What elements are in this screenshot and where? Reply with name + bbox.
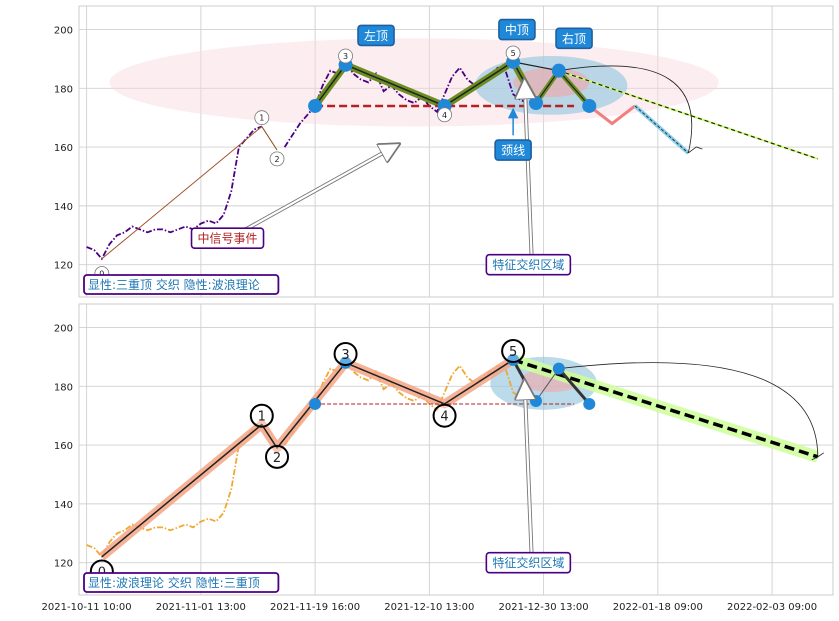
wave-label: 2 <box>273 451 281 466</box>
wave-line <box>261 126 278 151</box>
wave-line <box>101 126 263 260</box>
wave-label: 4 <box>440 410 448 425</box>
wave-label-circle <box>249 403 274 428</box>
projection-arc <box>558 65 693 154</box>
pattern-node <box>529 395 542 407</box>
wave-label: 3 <box>341 348 349 363</box>
wave-label: 1 <box>259 114 264 123</box>
annotation-box <box>494 139 532 161</box>
pattern-line <box>557 367 591 405</box>
price-line <box>86 423 263 559</box>
wave-label: 0 <box>99 269 104 278</box>
wave-label: 3 <box>343 52 348 61</box>
pattern-node <box>551 63 566 78</box>
y-tick-label: 140 <box>54 202 73 213</box>
x-tick-label: 2022-02-03 09:00 <box>727 602 817 613</box>
projection-arc <box>811 452 824 461</box>
annotation-label: 中信号事件 <box>198 231 258 246</box>
caption-text: 显性:三重顶 交织 隐性:波浪理论 <box>88 277 260 292</box>
projection-arc <box>558 362 819 457</box>
annotation-box <box>485 551 572 574</box>
projection-arc <box>688 146 703 154</box>
annotation-label: 中顶 <box>505 22 529 37</box>
y-tick-label: 120 <box>54 261 73 272</box>
forecast-line <box>558 70 818 160</box>
y-tick-label: 140 <box>54 500 73 511</box>
caption-text: 显性:波浪理论 交织 隐性:三重顶 <box>88 575 260 590</box>
pattern-node <box>582 98 597 113</box>
plot-frame <box>78 303 834 596</box>
wave-label-circle <box>437 107 452 123</box>
x-axis: 2021-10-11 10:00 2021-11-01 13:00 2021-11-… <box>42 602 818 613</box>
annotation-box <box>498 18 536 41</box>
annotation-label: 特征交织区域 <box>492 257 564 272</box>
annotation-box <box>190 227 265 250</box>
wave-label: 5 <box>511 49 516 58</box>
x-tick-label: 2021-12-30 13:00 <box>499 602 589 613</box>
annotation-arrow <box>525 380 533 569</box>
annotation-box <box>357 24 395 47</box>
caption-box <box>83 274 280 295</box>
y-tick-label: 160 <box>54 143 73 154</box>
annotation-arrow <box>234 144 399 237</box>
price-line <box>86 125 263 261</box>
pattern-line <box>535 368 560 402</box>
bottom-panel: 120140160180200012345特征交织区域显性:波浪理论 交织 隐性… <box>54 303 834 596</box>
pattern-line <box>513 61 559 72</box>
wave-label-circle <box>338 48 353 64</box>
wave-label-circle <box>505 45 521 61</box>
top-panel: 120 140 160 180 200 0 1 2 3 4 5 左顶 中顶右顶颈线中信号事件特征交织区域… <box>54 5 834 298</box>
pattern-node <box>308 98 323 113</box>
extension-line <box>588 104 636 126</box>
y-tick-label: 200 <box>54 26 73 37</box>
wave-label-circle <box>333 341 358 366</box>
annotation-box <box>485 253 572 276</box>
pattern-node <box>507 353 520 366</box>
annotation-label: 右顶 <box>562 31 586 46</box>
pattern-node <box>339 356 352 369</box>
annotation-label: 特征交织区域 <box>492 555 564 570</box>
pattern-node <box>528 96 543 110</box>
pattern-node <box>309 397 322 410</box>
y-tick-label: 200 <box>54 324 73 335</box>
y-tick-label: 180 <box>54 84 73 95</box>
x-tick-label: 2021-11-01 13:00 <box>156 602 246 613</box>
x-tick-label: 2021-12-10 13:00 <box>384 602 474 613</box>
annotation-label: 左顶 <box>364 28 388 43</box>
y-tick-label: 160 <box>54 441 73 452</box>
x-tick-label: 2022-01-18 09:00 <box>613 602 703 613</box>
wave-label: 2 <box>274 155 279 164</box>
annotation-label: 颈线 <box>501 144 525 158</box>
caption-box <box>83 572 280 593</box>
wave-label-circle <box>501 339 526 364</box>
annotation-box <box>555 27 593 50</box>
wave-label-circle <box>269 151 285 167</box>
extension-line <box>634 105 689 154</box>
x-tick-label: 2021-11-19 16:00 <box>270 602 360 613</box>
wave-label-circle <box>432 403 457 428</box>
wave-label-circle <box>254 110 270 126</box>
annotation-arrow <box>525 79 533 271</box>
pattern-node <box>583 397 596 410</box>
wave-label-circle <box>265 444 290 469</box>
y-tick-label: 120 <box>54 559 73 570</box>
wave-label: 5 <box>509 345 517 360</box>
x-tick-label: 2021-10-11 10:00 <box>42 602 132 613</box>
wave-label: 4 <box>442 111 447 120</box>
pattern-node <box>552 362 565 375</box>
y-tick-label: 180 <box>54 382 73 393</box>
wave-label: 1 <box>258 410 266 425</box>
